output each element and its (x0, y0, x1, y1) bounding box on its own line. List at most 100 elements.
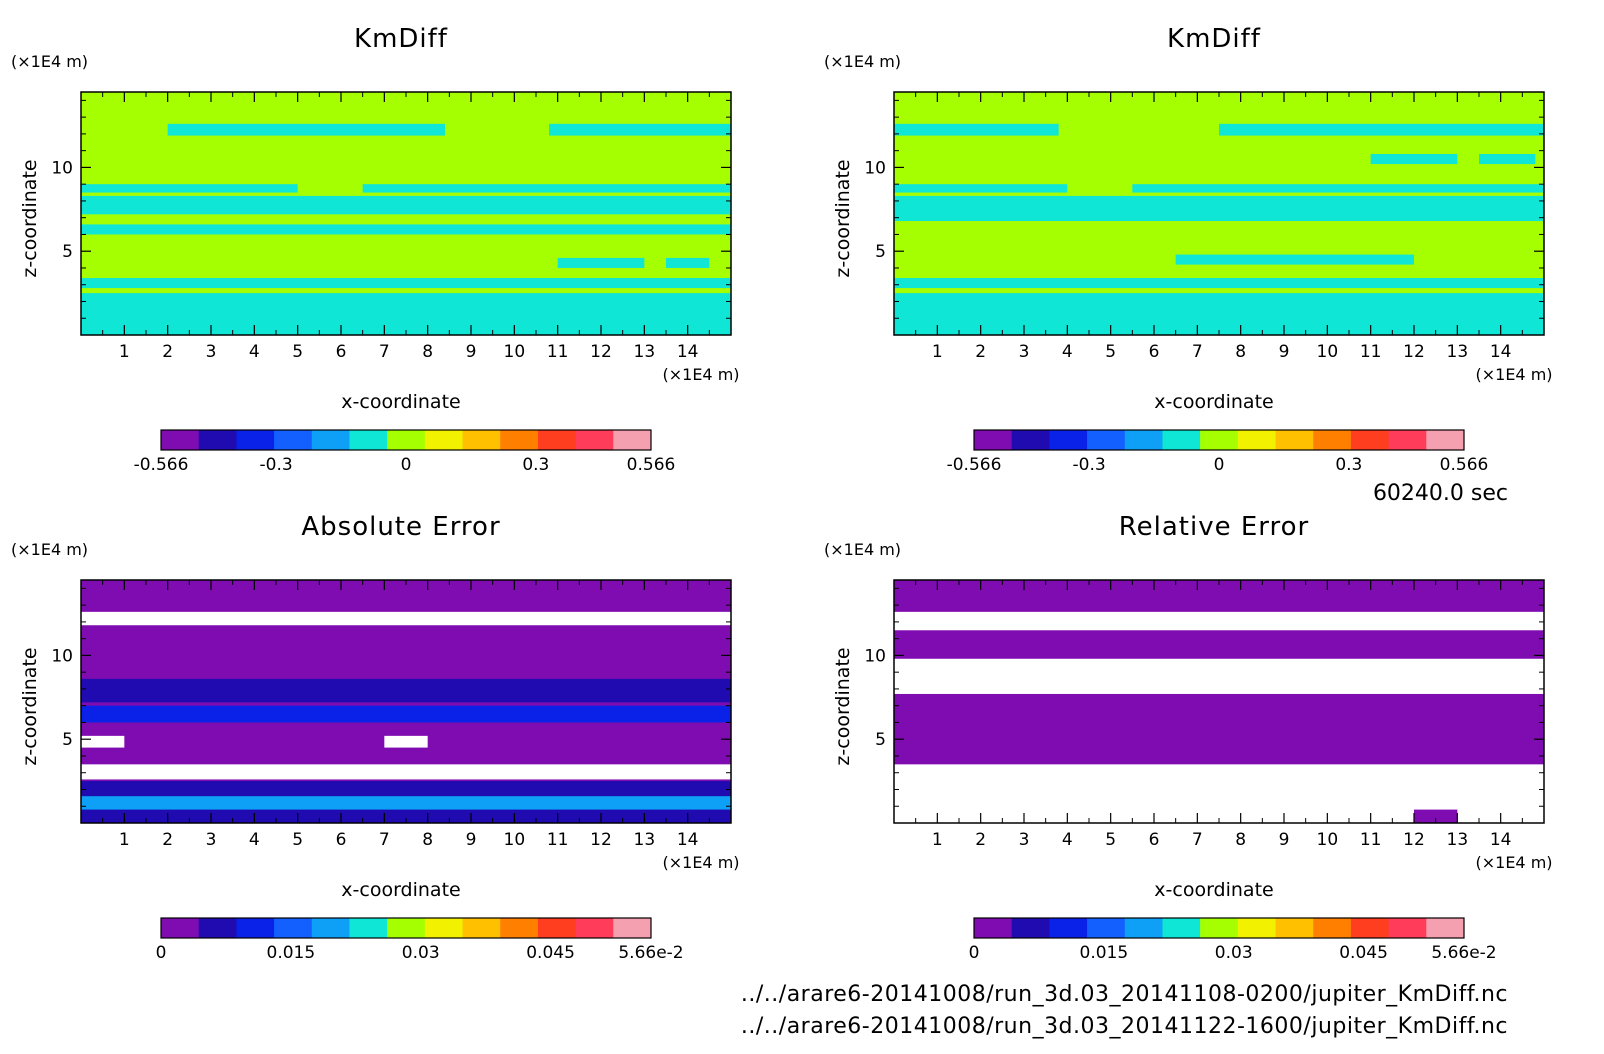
colorbar-swatch (1275, 430, 1314, 450)
contour-band (384, 735, 428, 748)
x-tick-label: 12 (1403, 830, 1425, 850)
colorbar-swatch (1388, 430, 1427, 450)
y-axis-label: z-coordinate (832, 159, 854, 277)
x-unit-label: (×1E4 m) (1475, 853, 1552, 872)
x-tick-label: 1 (119, 830, 130, 850)
contour-band (81, 764, 731, 780)
contour-band (81, 705, 731, 723)
y-tick-label: 10 (864, 158, 886, 178)
x-tick-label: 3 (206, 342, 217, 362)
contour-band (167, 123, 445, 136)
x-tick-label: 8 (422, 830, 433, 850)
colorbar-swatch (575, 430, 614, 450)
x-tick-label: 5 (1105, 342, 1116, 362)
colorbar-swatch (1124, 918, 1163, 938)
contour-band (894, 611, 1544, 631)
colorbar-swatch (1162, 430, 1201, 450)
colorbar-swatch (462, 918, 501, 938)
x-tick-label: 3 (206, 830, 217, 850)
contour-band (81, 293, 731, 335)
colorbar-tick-label: -0.3 (1073, 455, 1106, 475)
contour-band (81, 735, 125, 748)
x-tick-label: 1 (932, 342, 943, 362)
colorbar-swatch (236, 918, 275, 938)
contour-band (1370, 154, 1458, 165)
colorbar-tick-label: 0.566 (627, 455, 676, 475)
chart-panel-4: Relative Error(×1E4 m)1 2 3 4 5 6 7 8 9 10 11 12 13 1… (824, 512, 1553, 963)
colorbar-swatch (1350, 918, 1390, 938)
colorbar-swatch (1087, 430, 1126, 450)
x-tick-label: 3 (1019, 830, 1030, 850)
colorbar-swatch (613, 430, 652, 450)
colorbar-swatch (274, 430, 313, 450)
contour-band (549, 123, 731, 136)
contour-band (81, 611, 731, 626)
x-unit-label: (×1E4 m) (662, 853, 739, 872)
y-unit-label: (×1E4 m) (824, 52, 901, 71)
chart-panel-1: KmDiff(×1E4 m)1 2 3 4 5 6 7 8 9 10 11 12 13 14510(×1E… (11, 24, 740, 475)
colorbar-tick-label: -0.566 (134, 455, 189, 475)
colorbar-swatch (1426, 430, 1465, 450)
heatmap-field (894, 580, 1544, 823)
x-tick-label: 9 (1279, 830, 1290, 850)
colorbar-swatch (198, 918, 237, 938)
x-tick-label: 12 (590, 830, 612, 850)
x-axis-label: x-coordinate (1154, 391, 1273, 413)
y-unit-label: (×1E4 m) (11, 540, 88, 559)
colorbar-swatch (462, 430, 501, 450)
colorbar-tick-label: 5.66e-2 (1431, 943, 1496, 963)
colorbar-frame (973, 917, 1465, 939)
colorbar-swatch (1200, 430, 1239, 450)
colorbar-swatch (274, 918, 313, 938)
colorbar-tick-label: -0.566 (947, 455, 1002, 475)
colorbar-swatch (1049, 430, 1088, 450)
time-label: 60240.0 sec (1372, 481, 1508, 506)
chart-title: Relative Error (1119, 512, 1310, 542)
x-tick-label: 6 (336, 830, 347, 850)
heatmap-field (894, 92, 1544, 335)
contour-band (81, 184, 298, 193)
colorbar-tick-label: 0.3 (1335, 455, 1362, 475)
colorbar-swatch (1124, 430, 1163, 450)
contour-band (894, 278, 1544, 289)
colorbar-swatch (1011, 918, 1050, 938)
x-tick-label: 13 (1447, 342, 1469, 362)
colorbar-tick-label: 0.015 (1080, 943, 1129, 963)
x-tick-label: 2 (975, 830, 986, 850)
colorbar-tick-label: 0.045 (1339, 943, 1388, 963)
x-tick-label: 11 (1360, 830, 1382, 850)
y-tick-label: 5 (62, 730, 73, 750)
colorbar-swatch (387, 430, 426, 450)
x-tick-label: 7 (379, 342, 390, 362)
contour-band (894, 195, 1544, 222)
x-tick-label: 4 (1062, 830, 1073, 850)
colorbar-swatch (198, 430, 237, 450)
x-unit-label: (×1E4 m) (662, 365, 739, 384)
y-axis-label: z-coordinate (19, 647, 41, 765)
x-tick-label: 1 (932, 830, 943, 850)
colorbar-swatch (161, 430, 200, 450)
x-tick-label: 6 (336, 342, 347, 362)
colorbar-swatch (424, 918, 464, 938)
colorbar-swatch (1011, 430, 1050, 450)
contour-band (894, 184, 1068, 193)
colorbar-tick-label: -0.3 (260, 455, 293, 475)
colorbar-swatch (1200, 918, 1239, 938)
y-tick-label: 5 (62, 242, 73, 262)
colorbar-swatch (1237, 918, 1277, 938)
contour-band (1132, 184, 1544, 193)
colorbar-swatch (424, 430, 464, 450)
x-tick-label: 11 (547, 830, 569, 850)
x-tick-label: 10 (1317, 830, 1339, 850)
colorbar-tick-label: 5.66e-2 (618, 943, 683, 963)
contour-band (894, 658, 1544, 694)
colorbar-tick-label: 0.566 (1440, 455, 1489, 475)
contour-band (666, 257, 710, 268)
x-tick-label: 5 (292, 342, 303, 362)
x-tick-label: 7 (1192, 342, 1203, 362)
chart-title: Absolute Error (301, 512, 500, 542)
x-tick-label: 10 (504, 342, 526, 362)
colorbar-tick-label: 0.03 (1215, 943, 1253, 963)
x-tick-label: 1 (119, 342, 130, 362)
colorbar: 0 0.015 0.03 0.045 5.66e-2 (156, 917, 684, 963)
